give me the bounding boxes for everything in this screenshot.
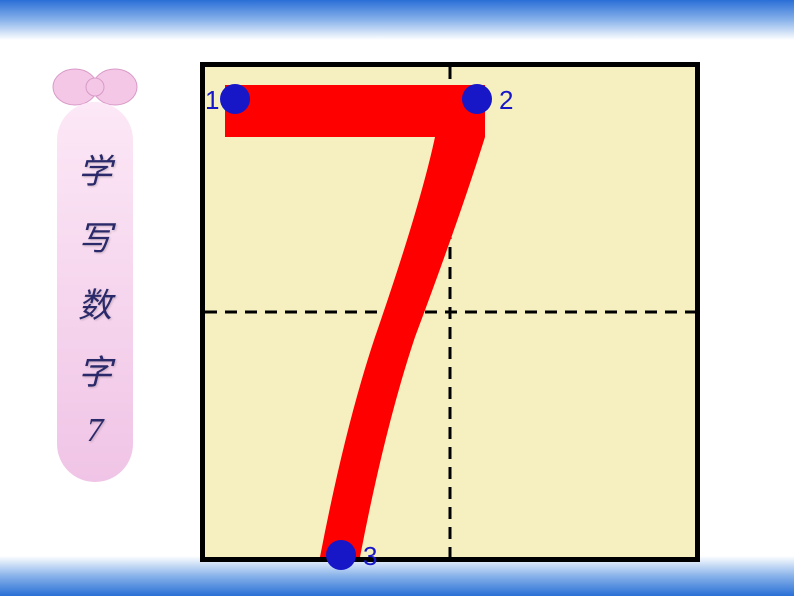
stroke-point-3 bbox=[326, 540, 356, 570]
stroke-point-label-3: 3 bbox=[363, 541, 377, 572]
stroke-point-label-2: 2 bbox=[499, 85, 513, 116]
scroll-char-4: 7 bbox=[87, 412, 104, 450]
bg-top-gradient bbox=[0, 0, 794, 40]
number-seven-stroke bbox=[225, 85, 485, 557]
stroke-point-1 bbox=[220, 84, 250, 114]
scroll-char-2: 数 bbox=[78, 278, 112, 327]
scroll-char-1: 写 bbox=[78, 211, 112, 260]
scroll-char-0: 学 bbox=[78, 144, 112, 193]
title-scroll: 学 写 数 字 7 bbox=[50, 62, 140, 482]
bg-bottom-gradient bbox=[0, 556, 794, 596]
writing-grid: 123 bbox=[200, 62, 700, 562]
scroll-char-3: 字 bbox=[78, 345, 112, 394]
stroke-point-label-1: 1 bbox=[205, 85, 219, 116]
scroll-body: 学 写 数 字 7 bbox=[57, 102, 133, 482]
stroke-point-2 bbox=[462, 84, 492, 114]
grid-svg bbox=[205, 67, 695, 557]
